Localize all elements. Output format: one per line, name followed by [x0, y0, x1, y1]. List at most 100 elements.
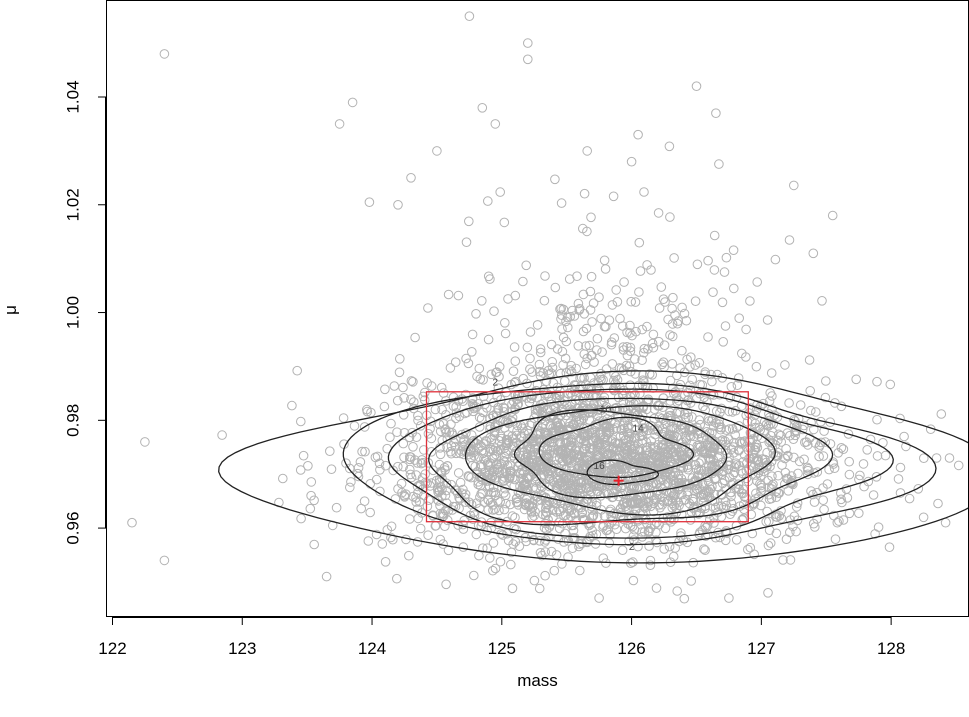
data-point — [504, 473, 515, 484]
data-point — [574, 452, 584, 463]
data-point — [579, 443, 589, 454]
data-point — [597, 347, 607, 357]
data-point — [440, 505, 451, 516]
data-point — [501, 416, 511, 426]
data-point — [953, 460, 964, 471]
data-point — [523, 455, 534, 466]
data-point — [353, 463, 364, 473]
data-point — [672, 318, 683, 329]
data-point — [817, 296, 827, 306]
data-point — [392, 427, 402, 438]
data-point — [524, 499, 534, 510]
data-point — [727, 407, 738, 417]
data-point — [794, 456, 805, 467]
data-point — [640, 503, 650, 513]
data-point — [670, 452, 680, 462]
data-point — [574, 446, 584, 456]
data-point — [668, 292, 678, 303]
data-point — [791, 526, 801, 537]
data-point — [741, 324, 751, 335]
data-point — [478, 543, 488, 554]
data-point — [487, 434, 497, 445]
data-point — [420, 387, 430, 398]
data-point — [663, 448, 673, 458]
data-point — [463, 443, 474, 454]
data-point — [485, 446, 495, 457]
data-point — [752, 277, 763, 287]
data-point — [667, 319, 678, 329]
data-point — [895, 488, 906, 498]
data-point — [557, 346, 568, 357]
data-point — [628, 557, 638, 567]
data-point — [838, 444, 849, 455]
data-point — [687, 374, 698, 385]
data-point — [567, 543, 578, 554]
data-point — [303, 461, 313, 471]
data-point — [741, 458, 752, 469]
data-point — [500, 490, 511, 501]
data-point — [451, 413, 461, 424]
data-point — [751, 455, 762, 466]
data-point — [562, 480, 572, 491]
data-point — [510, 290, 521, 301]
data-point — [594, 439, 604, 450]
data-point — [599, 255, 610, 266]
data-point — [806, 486, 816, 496]
data-point — [565, 365, 575, 375]
data-point — [398, 461, 409, 472]
data-point — [520, 452, 531, 463]
data-point — [756, 483, 767, 493]
data-point — [469, 437, 480, 448]
data-point — [424, 495, 434, 506]
data-point — [788, 434, 799, 445]
data-point — [504, 472, 514, 483]
data-point — [784, 235, 795, 245]
data-point — [521, 494, 532, 505]
data-point — [140, 437, 150, 447]
data-point — [698, 401, 708, 412]
data-point — [486, 369, 497, 380]
data-point — [762, 506, 773, 517]
data-point — [703, 472, 713, 483]
data-point — [741, 492, 751, 503]
data-point — [671, 432, 682, 443]
data-point — [509, 474, 520, 485]
data-point — [459, 449, 469, 460]
data-point — [702, 434, 712, 445]
data-point — [539, 523, 550, 533]
data-point — [561, 336, 572, 347]
data-point — [913, 484, 924, 494]
data-point — [540, 271, 550, 281]
data-point — [608, 191, 619, 202]
data-point — [485, 498, 496, 508]
data-point — [412, 458, 423, 468]
data-point — [501, 448, 511, 459]
data-point — [418, 457, 428, 468]
data-point — [682, 490, 693, 501]
data-point — [565, 418, 575, 429]
data-point — [468, 435, 479, 446]
data-point — [643, 489, 654, 500]
data-point — [380, 384, 390, 395]
data-point — [592, 333, 603, 344]
data-point — [665, 396, 676, 406]
data-point — [622, 423, 633, 433]
data-point — [793, 468, 803, 479]
highlight-rectangle-group — [425, 391, 749, 523]
data-point — [665, 469, 676, 480]
data-point — [432, 146, 442, 156]
data-point — [536, 404, 546, 415]
data-point — [810, 522, 820, 532]
data-point — [364, 197, 375, 207]
data-point — [731, 535, 742, 545]
data-point — [563, 322, 573, 333]
data-point — [441, 478, 452, 489]
data-point — [507, 473, 518, 483]
data-point — [374, 458, 385, 469]
contour-line — [387, 388, 894, 539]
data-point — [700, 367, 711, 377]
data-point — [508, 450, 519, 461]
data-point — [660, 297, 670, 307]
data-point — [812, 467, 823, 477]
data-point — [830, 398, 840, 408]
